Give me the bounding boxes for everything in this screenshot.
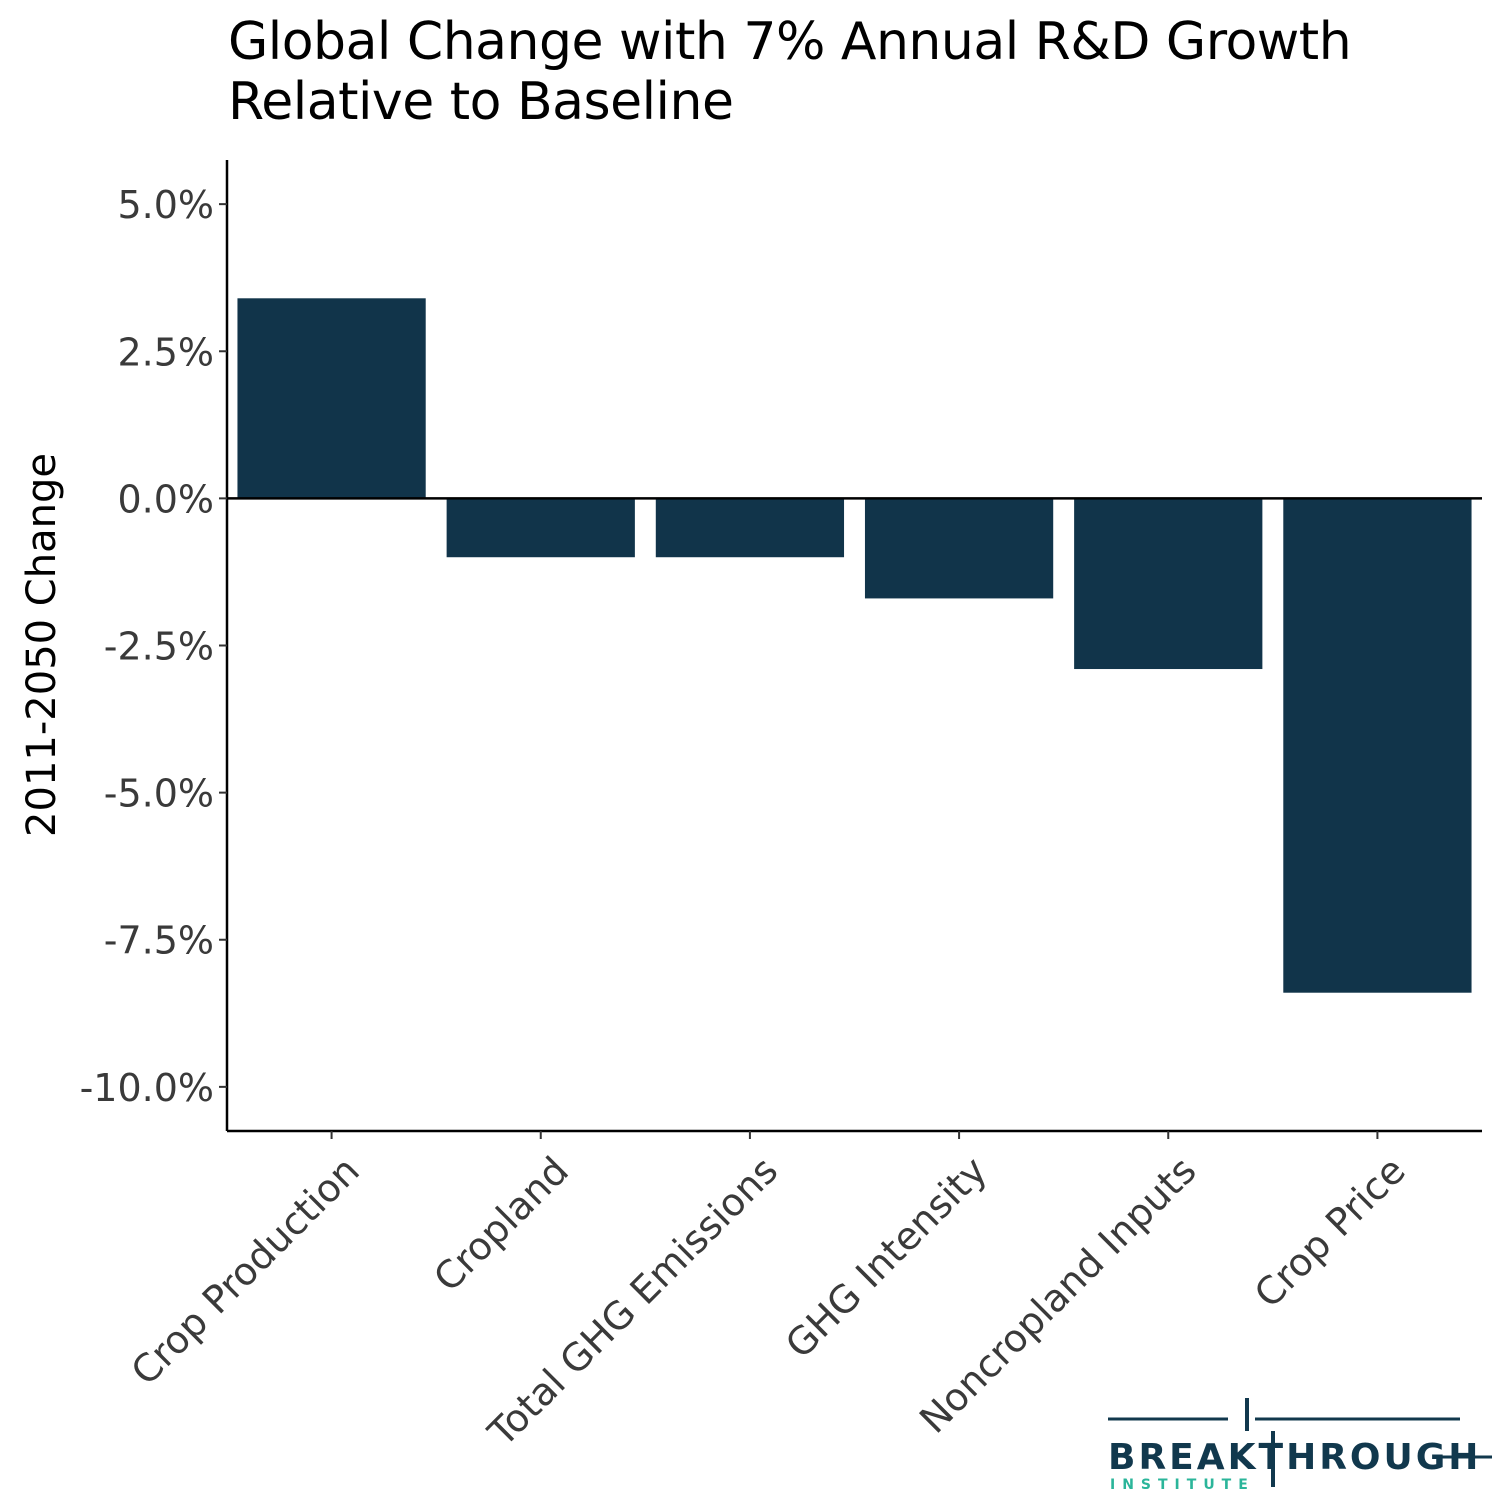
bar-crop-production: [237, 298, 426, 499]
y-tick-label: -2.5%: [104, 625, 214, 669]
y-tick-label: 5.0%: [117, 183, 214, 227]
y-axis-label: 2011-2050 Change: [19, 453, 65, 837]
bar-cropland: [446, 498, 635, 558]
breakthrough-logo: BREAKTHROUGH INSTITUTE: [1108, 1398, 1492, 1493]
x-tick-label: Cropland: [425, 1148, 577, 1300]
y-tick-label: 2.5%: [117, 330, 214, 374]
y-tick-label: 0.0%: [117, 477, 214, 521]
bar-total-ghg-emissions: [655, 498, 845, 558]
chart-title-line-2: Relative to Baseline: [228, 72, 734, 132]
x-tick-label: Crop Price: [1246, 1148, 1414, 1316]
y-tick-label: -5.0%: [104, 772, 214, 816]
logo-subtitle: INSTITUTE: [1110, 1477, 1255, 1493]
x-tick-label: GHG Intensity: [777, 1148, 995, 1366]
bar-ghg-intensity: [864, 498, 1054, 599]
logo-wordmark: BREAKTHROUGH: [1108, 1437, 1481, 1478]
x-tick-label: Crop Production: [123, 1148, 368, 1393]
bar-noncropland-inputs: [1074, 498, 1263, 670]
chart-title: Global Change with 7% Annual R&D Growth …: [228, 12, 1352, 132]
bar-crop-price: [1283, 498, 1472, 993]
y-tick-label: -10.0%: [80, 1066, 214, 1110]
y-tick-label: -7.5%: [104, 919, 214, 963]
chart-title-line-1: Global Change with 7% Annual R&D Growth: [228, 12, 1352, 72]
